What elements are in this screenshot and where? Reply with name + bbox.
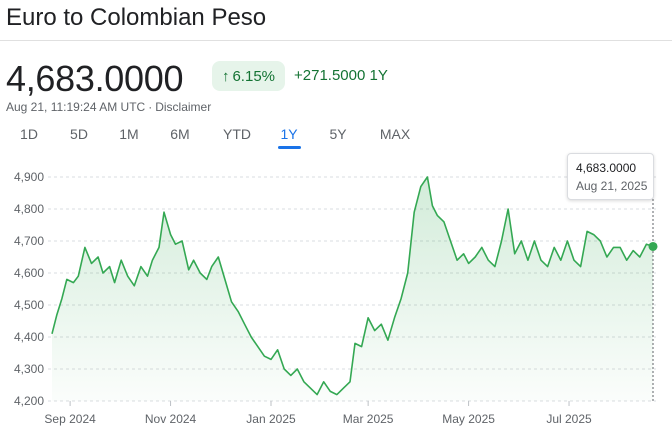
y-tick-label: 4,600	[14, 266, 44, 280]
y-tick-label: 4,300	[14, 362, 44, 376]
y-axis-labels: 4,900 4,800 4,700 4,600 4,500 4,400 4,300 4,200	[14, 170, 44, 408]
tab-max[interactable]: MAX	[379, 126, 411, 142]
price-meta: Aug 21, 11:19:24 AM UTC · Disclaimer	[6, 100, 211, 114]
percent-change-badge: ↑ 6.15%	[212, 61, 285, 91]
price-line	[51, 176, 654, 396]
tooltip-date: Aug 21, 2025	[576, 179, 648, 193]
tab-1y[interactable]: 1Y	[280, 126, 298, 142]
tab-1m[interactable]: 1M	[119, 126, 139, 142]
tab-5d[interactable]: 5D	[70, 126, 88, 142]
hover-tooltip: 4,683.0000 Aug 21, 2025	[567, 153, 654, 200]
timestamp: Aug 21, 11:19:24 AM UTC	[6, 100, 146, 114]
x-tick-label: May 2025	[442, 412, 495, 426]
y-tick-label: 4,900	[14, 170, 44, 184]
tab-ytd[interactable]: YTD	[223, 126, 251, 142]
active-tab-indicator	[278, 146, 301, 149]
current-price-marker	[648, 241, 658, 251]
x-tick-label: Mar 2025	[343, 412, 394, 426]
tooltip-value: 4,683.0000	[576, 161, 637, 175]
tab-1d[interactable]: 1D	[20, 126, 38, 142]
arrow-up-icon: ↑	[221, 67, 230, 85]
price-chart[interactable]: 4,900 4,800 4,700 4,600 4,500 4,400 4,300 4,200…	[0, 150, 672, 437]
current-price: 4,683.0000	[6, 58, 184, 99]
y-tick-label: 4,400	[14, 330, 44, 344]
header-divider	[0, 40, 672, 41]
x-tick-label: Jan 2025	[246, 412, 296, 426]
disclaimer-link[interactable]: Disclaimer	[155, 100, 212, 114]
price-area-fill	[52, 177, 653, 401]
change-period: 1Y	[369, 67, 388, 84]
x-axis-labels: Sep 2024 Nov 2024 Jan 2025 Mar 2025 May 2025…	[44, 401, 592, 426]
page-title: Euro to Colombian Peso	[6, 4, 267, 31]
x-tick-label: Jul 2025	[546, 412, 592, 426]
absolute-change: +271.5000 1Y	[294, 67, 388, 84]
meta-separator: ·	[148, 100, 153, 114]
tab-6m[interactable]: 6M	[170, 126, 190, 142]
tab-5y[interactable]: 5Y	[329, 126, 347, 142]
absolute-change-value: +271.5000	[294, 67, 366, 84]
y-tick-label: 4,800	[14, 202, 44, 216]
x-tick-label: Nov 2024	[145, 412, 197, 426]
y-tick-label: 4,200	[14, 394, 44, 408]
x-tick-label: Sep 2024	[44, 412, 96, 426]
y-tick-label: 4,700	[14, 234, 44, 248]
percent-change-value: 6.15%	[232, 67, 276, 85]
y-tick-label: 4,500	[14, 298, 44, 312]
